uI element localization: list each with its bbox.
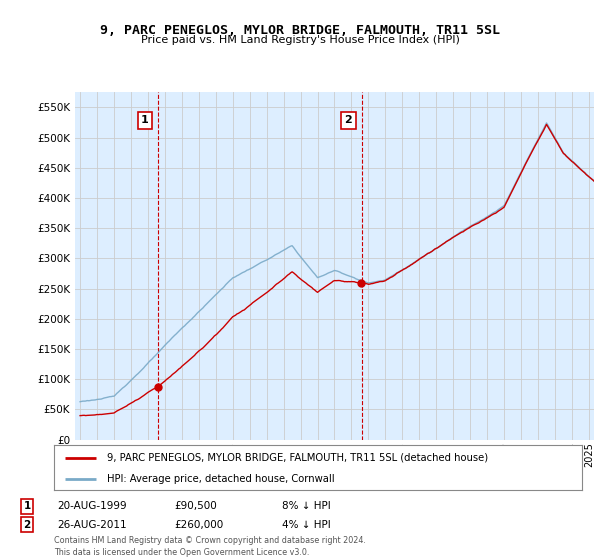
Text: 26-AUG-2011: 26-AUG-2011	[57, 520, 127, 530]
Text: 9, PARC PENEGLOS, MYLOR BRIDGE, FALMOUTH, TR11 5SL: 9, PARC PENEGLOS, MYLOR BRIDGE, FALMOUTH…	[100, 24, 500, 36]
Text: Contains HM Land Registry data © Crown copyright and database right 2024.
This d: Contains HM Land Registry data © Crown c…	[54, 536, 366, 557]
Text: £90,500: £90,500	[174, 501, 217, 511]
Text: 20-AUG-1999: 20-AUG-1999	[57, 501, 127, 511]
Text: 1: 1	[141, 115, 149, 125]
Text: 2: 2	[344, 115, 352, 125]
Text: £260,000: £260,000	[174, 520, 223, 530]
Text: 9, PARC PENEGLOS, MYLOR BRIDGE, FALMOUTH, TR11 5SL (detached house): 9, PARC PENEGLOS, MYLOR BRIDGE, FALMOUTH…	[107, 452, 488, 463]
Text: 8% ↓ HPI: 8% ↓ HPI	[282, 501, 331, 511]
Text: 2: 2	[23, 520, 31, 530]
Text: HPI: Average price, detached house, Cornwall: HPI: Average price, detached house, Corn…	[107, 474, 334, 484]
Text: 4% ↓ HPI: 4% ↓ HPI	[282, 520, 331, 530]
Text: 1: 1	[23, 501, 31, 511]
Text: Price paid vs. HM Land Registry's House Price Index (HPI): Price paid vs. HM Land Registry's House …	[140, 35, 460, 45]
